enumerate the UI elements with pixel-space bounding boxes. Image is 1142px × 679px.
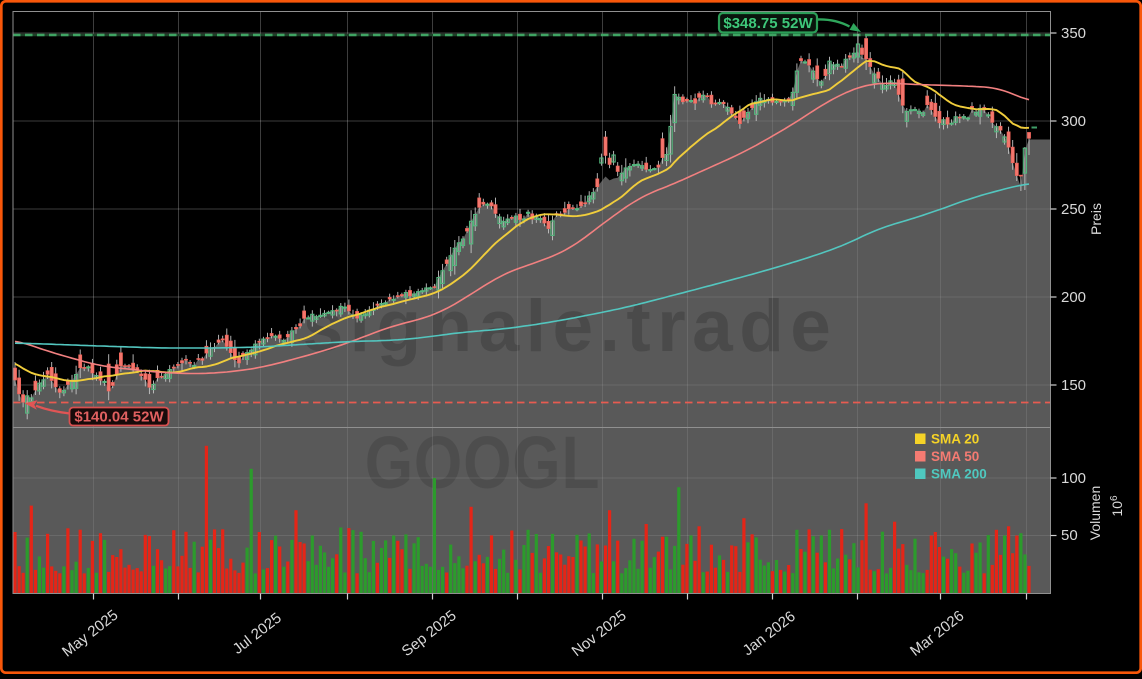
svg-text:$140.04 52W: $140.04 52W xyxy=(74,409,164,426)
svg-text:Preis: Preis xyxy=(1088,203,1104,235)
svg-text:SMA 200: SMA 200 xyxy=(931,467,987,482)
svg-text:200: 200 xyxy=(1061,289,1086,306)
svg-text:SMA 50: SMA 50 xyxy=(931,449,979,464)
svg-text:SMA 20: SMA 20 xyxy=(931,432,979,447)
svg-text:Volumen: Volumen xyxy=(1087,486,1103,540)
svg-text:50: 50 xyxy=(1061,527,1078,544)
svg-text:150: 150 xyxy=(1061,377,1086,394)
svg-text:350: 350 xyxy=(1061,25,1086,42)
svg-text:$348.75 52W: $348.75 52W xyxy=(723,15,813,32)
svg-text:GOOGL: GOOGL xyxy=(365,422,601,504)
svg-text:300: 300 xyxy=(1061,113,1086,130)
svg-text:signale.trade: signale.trade xyxy=(303,286,838,367)
svg-text:250: 250 xyxy=(1061,201,1086,218)
svg-text:100: 100 xyxy=(1061,470,1086,487)
